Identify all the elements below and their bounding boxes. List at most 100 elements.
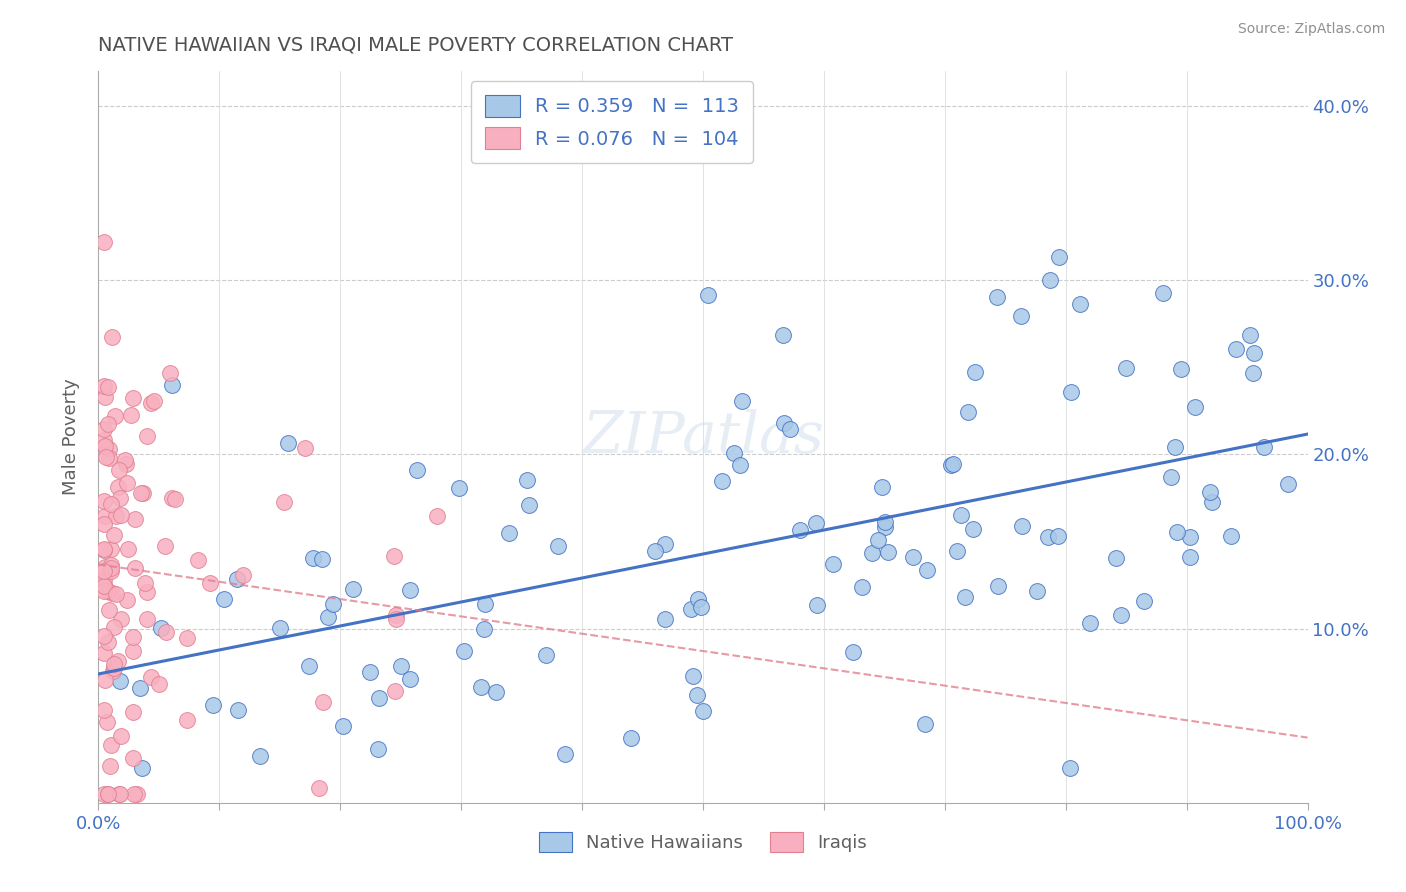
Point: [986, 290, 1008, 304]
Point: [101, 330, 124, 344]
Point: [93, 787, 115, 801]
Point: [131, 761, 153, 775]
Point: [122, 643, 145, 657]
Point: [789, 524, 811, 538]
Point: [97, 787, 120, 801]
Point: [143, 393, 166, 408]
Point: [100, 565, 122, 579]
Point: [97, 787, 120, 801]
Point: [128, 681, 150, 695]
Point: [135, 585, 157, 599]
Point: [773, 416, 796, 430]
Point: [654, 537, 676, 551]
Point: [1026, 584, 1049, 599]
Point: [148, 677, 170, 691]
Point: [1225, 343, 1247, 357]
Point: [449, 481, 471, 495]
Point: [1199, 484, 1222, 499]
Point: [1178, 549, 1201, 564]
Point: [108, 787, 131, 801]
Point: [554, 747, 576, 762]
Point: [101, 664, 124, 678]
Point: [1253, 440, 1275, 454]
Point: [987, 579, 1010, 593]
Point: [873, 520, 896, 534]
Point: [311, 551, 333, 566]
Point: [696, 287, 718, 301]
Point: [107, 654, 129, 668]
Point: [1170, 362, 1192, 376]
Point: [1115, 360, 1137, 375]
Point: [134, 575, 156, 590]
Point: [294, 441, 316, 455]
Point: [842, 645, 865, 659]
Point: [1241, 366, 1264, 380]
Point: [124, 511, 146, 525]
Point: [1047, 529, 1070, 543]
Point: [122, 751, 145, 765]
Point: [686, 591, 709, 606]
Point: [332, 719, 354, 733]
Point: [367, 742, 389, 756]
Point: [187, 553, 209, 567]
Point: [962, 522, 984, 536]
Point: [115, 457, 138, 471]
Point: [942, 458, 965, 472]
Point: [385, 612, 408, 626]
Point: [1184, 400, 1206, 414]
Point: [302, 551, 325, 566]
Point: [1277, 477, 1299, 491]
Point: [115, 593, 138, 607]
Point: [115, 476, 138, 491]
Point: [94, 509, 117, 524]
Point: [96, 714, 118, 729]
Point: [298, 658, 321, 673]
Point: [1105, 551, 1128, 566]
Point: [201, 698, 224, 713]
Point: [1047, 250, 1070, 264]
Point: [692, 705, 714, 719]
Point: [710, 475, 733, 489]
Point: [107, 787, 129, 801]
Point: [100, 558, 122, 572]
Point: [93, 378, 115, 392]
Point: [110, 673, 132, 688]
Point: [385, 608, 408, 623]
Point: [965, 366, 987, 380]
Point: [107, 480, 129, 494]
Point: [108, 463, 131, 477]
Point: [1178, 530, 1201, 544]
Point: [125, 787, 148, 801]
Point: [93, 541, 115, 556]
Point: [470, 680, 492, 694]
Point: [100, 738, 122, 752]
Point: [93, 439, 115, 453]
Point: [100, 497, 122, 511]
Point: [389, 658, 412, 673]
Point: [949, 508, 972, 523]
Point: [485, 684, 508, 698]
Point: [124, 560, 146, 574]
Point: [953, 590, 976, 604]
Point: [93, 572, 115, 586]
Point: [93, 494, 115, 508]
Point: [342, 582, 364, 596]
Point: [104, 508, 127, 523]
Point: [1059, 385, 1081, 400]
Point: [98, 450, 121, 465]
Point: [1164, 441, 1187, 455]
Point: [122, 787, 145, 801]
Point: [406, 463, 429, 477]
Text: NATIVE HAWAIIAN VS IRAQI MALE POVERTY CORRELATION CHART: NATIVE HAWAIIAN VS IRAQI MALE POVERTY CO…: [98, 36, 734, 54]
Point: [94, 673, 117, 687]
Point: [94, 450, 117, 464]
Point: [249, 749, 271, 764]
Point: [498, 525, 520, 540]
Point: [131, 486, 153, 500]
Point: [860, 546, 883, 560]
Text: Source: ZipAtlas.com: Source: ZipAtlas.com: [1237, 22, 1385, 37]
Point: [94, 390, 117, 404]
Point: [93, 542, 115, 557]
Point: [1239, 328, 1261, 343]
Point: [93, 422, 115, 436]
